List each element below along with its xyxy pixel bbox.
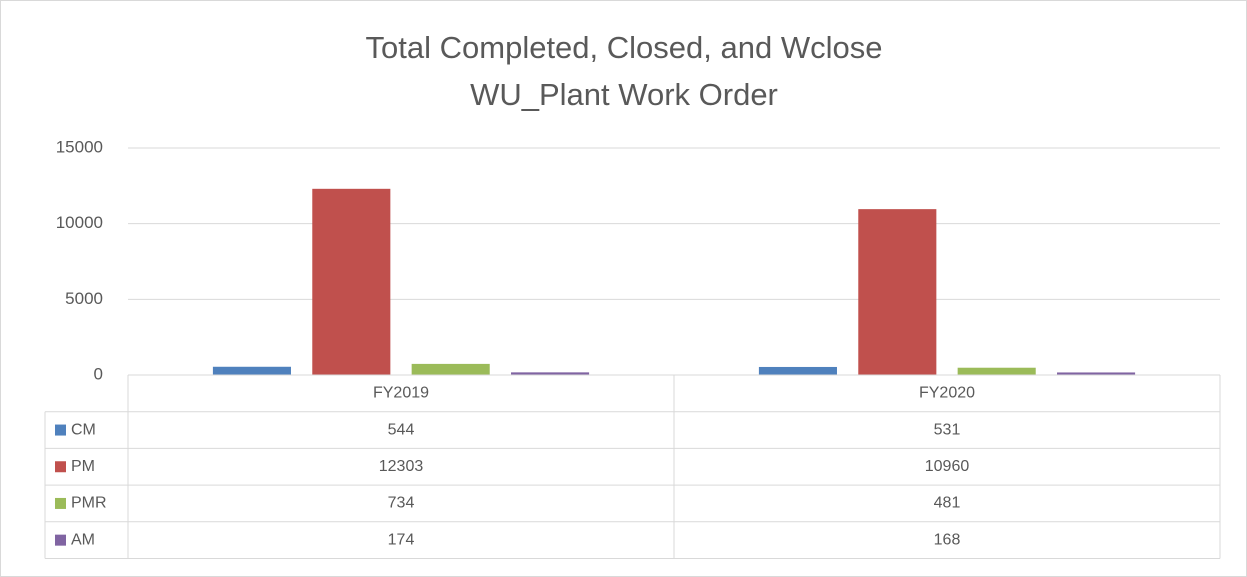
y-tick-label: 5000 [65,289,103,308]
legend-label: PMR [71,495,107,512]
legend-label: AM [71,531,95,548]
chart-title: Total Completed, Closed, and Wclose [366,30,883,65]
bar [1057,372,1136,375]
bar [212,366,291,375]
bar [312,188,391,375]
chart-title: WU_Plant Work Order [470,77,778,112]
bar [511,372,590,375]
table-cell: 531 [934,421,961,438]
legend-key [55,497,66,509]
bar [411,363,490,375]
bar [858,209,937,375]
table-cell: 174 [388,531,415,548]
legend-key [55,424,66,436]
legend-label: CM [71,421,96,438]
legend-key [55,461,66,473]
y-tick-label: 0 [94,364,103,383]
legend-key [55,534,66,546]
bar [957,367,1036,375]
table-cell: 12303 [379,458,424,475]
x-tick-label: FY2020 [919,385,975,402]
y-tick-label: 15000 [56,137,103,156]
table-cell: 481 [934,495,961,512]
table-cell: 734 [388,495,415,512]
bar [758,366,837,375]
y-tick-label: 10000 [56,213,103,232]
table-cell: 10960 [925,458,970,475]
table-cell: 544 [388,421,415,438]
legend-label: PM [71,458,95,475]
x-tick-label: FY2019 [373,385,429,402]
table-cell: 168 [934,531,961,548]
